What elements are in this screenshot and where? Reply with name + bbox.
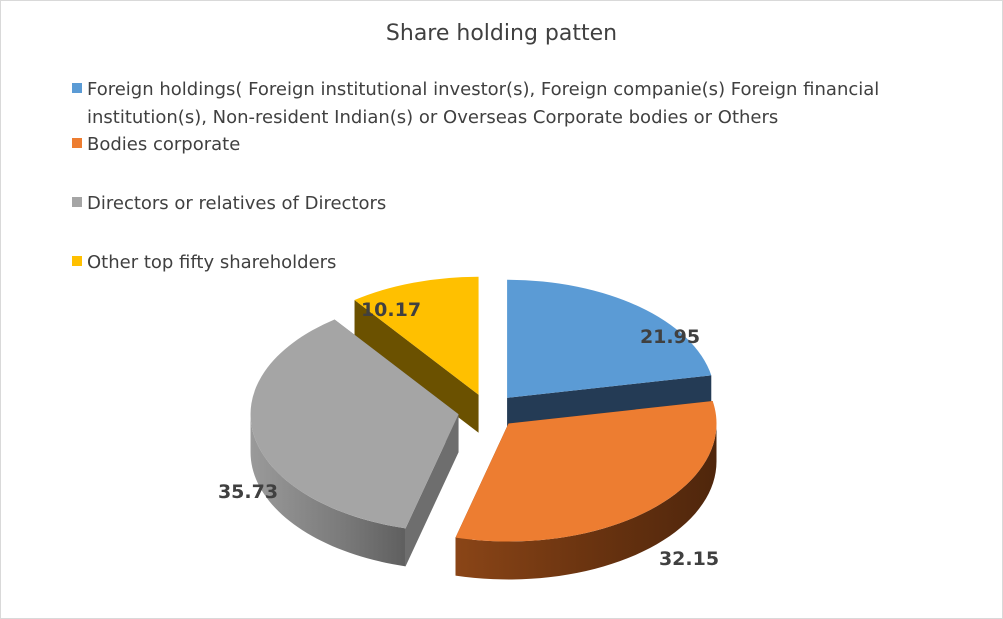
pie-slice-top-other-top-fifty bbox=[354, 276, 479, 395]
pie-slice-other-top-fifty bbox=[354, 276, 479, 433]
legend-item-directors: Directors or relatives of Directors bbox=[72, 190, 952, 218]
pie-slice-side-bodies-corporate bbox=[455, 423, 717, 580]
pie-slice-wall-other-top-fifty bbox=[354, 300, 479, 433]
pie-slice-top-foreign-holdings bbox=[507, 279, 712, 398]
chart-title: Share holding patten bbox=[385, 21, 618, 46]
data-label-foreign-holdings: 21.95 bbox=[640, 326, 700, 348]
legend-swatch-foreign-holdings bbox=[72, 83, 82, 93]
legend-swatch-bodies-corporate bbox=[72, 138, 82, 148]
pie-slice-bodies-corporate bbox=[455, 401, 717, 580]
pie-slice-top-bodies-corporate bbox=[455, 401, 717, 542]
legend-swatch-directors bbox=[72, 197, 82, 207]
legend-item-bodies-corporate: Bodies corporate bbox=[72, 131, 952, 159]
pie-slice-directors bbox=[250, 319, 459, 567]
data-label-bodies-corporate: 32.15 bbox=[659, 548, 719, 570]
legend-label-other-top-fifty: Other top fifty shareholders bbox=[87, 252, 337, 273]
data-label-directors: 35.73 bbox=[218, 481, 278, 503]
legend-label-bodies-corporate: Bodies corporate bbox=[87, 134, 241, 155]
pie-slice-wall-directors bbox=[405, 414, 459, 567]
legend-item-other-top-fifty: Other top fifty shareholders bbox=[72, 249, 952, 277]
legend-item-foreign-holdings: Foreign holdings( Foreign institutional … bbox=[72, 76, 952, 132]
data-label-other-top-fifty: 10.17 bbox=[361, 299, 421, 321]
legend-label-foreign-holdings: Foreign holdings( Foreign institutional … bbox=[87, 79, 880, 128]
pie-slice-side-directors bbox=[250, 414, 406, 567]
pie-slice-top-directors bbox=[250, 319, 459, 529]
legend-swatch-other-top-fifty bbox=[72, 256, 82, 266]
legend-label-directors: Directors or relatives of Directors bbox=[87, 193, 387, 214]
